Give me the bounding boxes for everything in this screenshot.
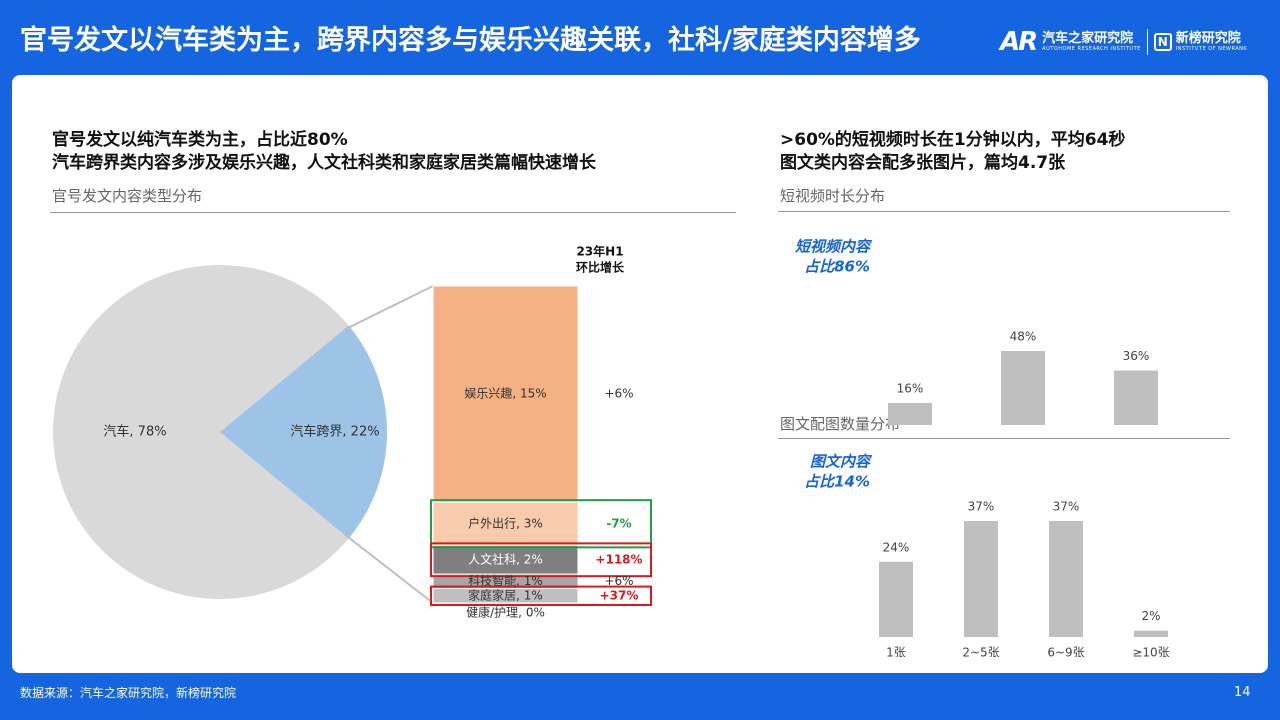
- callout-line-2: 占比14%: [804, 473, 870, 491]
- newrank-logo-icon: N: [1153, 33, 1172, 51]
- stacked-bar-label: 户外出行, 3%: [468, 515, 543, 530]
- video-duration-chart: 16%0-20s48%21-60s36%60s以上短视频内容占比86%: [795, 238, 1158, 425]
- bar: [888, 403, 932, 425]
- right-subtitle-1: 短视频时长分布: [780, 187, 886, 205]
- autohome-logo-icon: AR: [1000, 27, 1038, 57]
- growth-value: -7%: [606, 516, 631, 530]
- bar-value-label: 2%: [1141, 609, 1160, 623]
- bar-category-label: 2~5张: [962, 646, 999, 658]
- growth-header-2: 环比增长: [576, 260, 625, 275]
- newrank-logo-cn: 新榜研究院: [1175, 31, 1241, 46]
- pie-label-crossover: 汽车跨界, 22%: [290, 424, 379, 440]
- bar-category-label: 1张: [886, 646, 906, 658]
- page-number: 14: [1234, 685, 1251, 700]
- logo-divider: [1146, 29, 1148, 55]
- bar-value-label: 48%: [1010, 330, 1037, 344]
- data-source: 数据来源：汽车之家研究院，新榜研究院: [20, 686, 237, 700]
- header: 官号发文以汽车类为主，跨界内容多与娱乐兴趣关联，社科/家庭类内容增多 AR 汽车…: [0, 0, 1280, 76]
- growth-value: +118%: [595, 552, 642, 566]
- callout-line-2: 占比86%: [804, 258, 870, 276]
- stacked-bar-label: 娱乐兴趣, 15%: [464, 386, 546, 401]
- bar: [1134, 630, 1168, 637]
- bar-category-label: 6~9张: [1047, 646, 1084, 658]
- growth-value: +6%: [604, 574, 633, 588]
- bar: [1114, 370, 1158, 425]
- left-divider: [50, 212, 736, 213]
- autohome-logo-text: 汽车之家研究院 AUTOHOME RESEARCH INSTITUTE: [1042, 32, 1141, 52]
- right-divider-2: [778, 438, 1230, 439]
- pie-slice-crossover: [220, 325, 387, 539]
- pie-slice-car: [53, 265, 349, 599]
- bar-value-label: 37%: [1053, 500, 1080, 514]
- stacked-bar-segment: [432, 544, 579, 575]
- right-headline-1: >60%的短视频时长在1分钟以内，平均64秒: [780, 130, 1126, 150]
- stacked-bar-segment: [432, 501, 579, 546]
- left-headline-1: 官号发文以纯汽车类为主，占比近80%: [52, 130, 348, 150]
- left-headline-2: 汽车跨界类内容多涉及娱乐兴趣，人文社科类和家庭家居类篇幅快速增长: [52, 153, 596, 173]
- stacked-bar-segment: [432, 285, 579, 503]
- bar-value-label: 16%: [897, 382, 924, 396]
- bar: [879, 561, 913, 637]
- highlight-box: [430, 542, 652, 578]
- newrank-logo-text: 新榜研究院 INSTITUTE OF NEWRANK: [1176, 32, 1247, 52]
- highlight-box: [430, 585, 652, 607]
- autohome-logo-cn: 汽车之家研究院: [1042, 31, 1134, 46]
- stacked-bar-label: 健康/护理, 0%: [466, 605, 545, 620]
- bar-value-label: 24%: [883, 540, 910, 554]
- autohome-logo-en: AUTOHOME RESEARCH INSTITUTE: [1042, 46, 1141, 52]
- callout-line-1: 短视频内容: [795, 238, 872, 256]
- callout-line-1: 图文内容: [810, 453, 872, 471]
- highlight-box: [430, 499, 652, 549]
- logo-area: AR 汽车之家研究院 AUTOHOME RESEARCH INSTITUTE N…: [1000, 24, 1247, 60]
- bar: [964, 521, 998, 637]
- bar: [1001, 351, 1045, 425]
- stacked-bar-segment: [432, 588, 579, 604]
- bar-category-label: ≥10张: [1132, 646, 1169, 658]
- content-panel: 官号发文以纯汽车类为主，占比近80% 汽车跨界类内容多涉及娱乐兴趣，人文社科类和…: [12, 75, 1268, 673]
- bar: [1049, 521, 1083, 637]
- bar-value-label: 36%: [1123, 349, 1150, 363]
- growth-value: +6%: [604, 387, 633, 401]
- stacked-bar-label: 家庭家居, 1%: [468, 587, 543, 602]
- left-subtitle: 官号发文内容类型分布: [52, 187, 203, 205]
- right-subtitle-2: 图文配图数量分布: [780, 415, 901, 433]
- bar-value-label: 37%: [968, 500, 995, 514]
- growth-header-1: 23年H1: [576, 244, 623, 259]
- connector-line-bottom: [344, 533, 434, 604]
- newrank-logo-en: INSTITUTE OF NEWRANK: [1175, 46, 1248, 52]
- growth-value: +37%: [600, 588, 639, 602]
- stacked-bar-label: 人文社科, 2%: [468, 551, 543, 566]
- pie-label-car: 汽车, 78%: [103, 424, 166, 440]
- right-divider-1: [778, 211, 1230, 212]
- connector-line-top: [344, 285, 434, 331]
- right-headline-2: 图文类内容会配多张图片，篇均4.7张: [780, 153, 1066, 173]
- stacked-bar-label: 科技智能, 1%: [468, 573, 543, 588]
- page-title: 官号发文以汽车类为主，跨界内容多与娱乐兴趣关联，社科/家庭类内容增多: [20, 25, 921, 56]
